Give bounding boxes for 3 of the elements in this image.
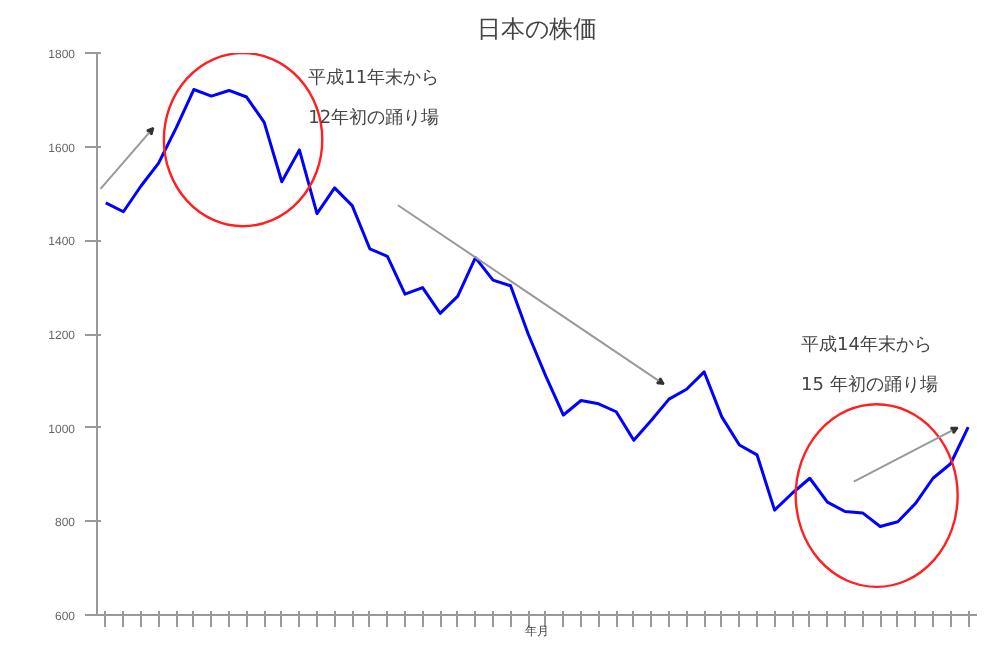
line-series (104, 88, 970, 528)
annotation: 平成14年末から 15 年初の踊り場 (801, 333, 938, 396)
chart-title: 日本の株価 (477, 15, 597, 43)
